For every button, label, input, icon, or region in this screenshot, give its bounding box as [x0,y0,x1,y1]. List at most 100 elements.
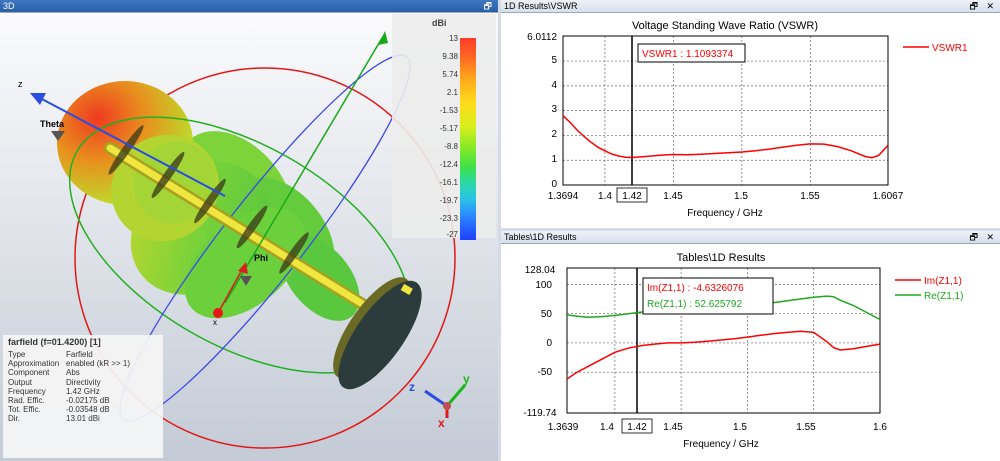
farfield-info-panel: farfield (f=01.4200) [1] Type Farfield Ap… [3,335,163,458]
theta-direction-arrowhead [378,31,388,45]
vswr-marker-label: 1.42 [622,191,642,202]
colorbar-tick: -23.3 [439,214,458,223]
antenna-model [104,125,422,390]
close-icon[interactable]: ✕ [986,1,997,11]
colorbar-gradient [460,38,476,240]
tables-x-tick: 1.55 [796,422,816,433]
pane-tables-titlebar[interactable]: Tables\1D Results 🗗 ✕ [501,231,1000,244]
info-row: Tot. Effic. -0.03548 dB [8,405,158,414]
colorbar-unit: dBi [432,18,447,28]
info-value: Abs [66,368,80,378]
info-row: Component Abs [8,368,158,377]
phi-axis-arrow [217,267,244,314]
z-axis-arrow [39,97,226,197]
colorbar-tick: -16.1 [439,178,458,187]
z-axis-label: z [18,79,23,89]
vswr-y-tick: 4 [551,80,557,91]
vswr-y-ticks: 6.0112 5 4 3 2 1 0 [527,32,557,190]
triad-z-label: z [409,380,415,394]
vswr-x-tick: 1.3694 [548,191,579,202]
pane-3d-titlebar[interactable]: 3D 🗗 [0,0,498,13]
vswr-marker-box[interactable] [616,187,648,203]
pane-tables[interactable]: Tables\1D Results 🗗 ✕ Tables\1D Results … [501,231,1000,461]
info-value: -0.02175 dB [66,395,110,405]
theta-marker-icon[interactable] [51,131,65,141]
pane-vswr-titlebar[interactable]: 1D Results\VSWR 🗗 ✕ [501,0,1000,13]
tables-y-tick: -119.74 [523,408,557,419]
info-key: Type [8,350,26,359]
info-value: 13.01 dBi [66,414,100,424]
info-key: Dir. [8,414,20,424]
axis-triad: y z x [409,372,470,430]
tables-plot-frame [566,267,881,414]
vswr-chart[interactable]: Voltage Standing Wave Ratio (VSWR) 6.011… [501,13,1000,228]
colorbar-tick: 9.38 [442,52,458,61]
colorbar-tick: -5.17 [439,124,458,133]
info-value: Directivity [66,377,101,387]
tables-annotation-box [642,277,774,315]
colorbar-tick: 5.74 [442,70,458,79]
pane-vswr[interactable]: 1D Results\VSWR 🗗 ✕ Voltage Standing Wav… [501,0,1000,228]
info-row: Frequency 1.42 GHz [8,387,158,396]
vswr-plot-frame [562,35,889,186]
info-value: -0.03548 dB [66,405,110,415]
info-key: Rad. Effic. [8,395,45,405]
info-row: Approximation enabled (kR >> 1) [8,359,158,368]
close-icon[interactable]: ✕ [986,232,997,242]
vswr-y-tick: 6.0112 [527,32,557,43]
restore-icon[interactable]: 🗗 [969,1,981,11]
maximize-icon[interactable]: 🗗 [483,1,495,11]
tables-legend-label-re: Re(Z1,1) [924,291,963,302]
tables-x-tick: 1.4 [600,422,614,433]
tables-marker-box[interactable] [621,418,653,434]
tables-legend-label-im: Im(Z1,1) [924,276,962,287]
phi-marker-icon[interactable] [240,276,252,286]
vswr-x-tick: 1.6067 [873,191,904,202]
im-z11-series-line [566,330,881,380]
vswr-annotation-box [637,43,746,63]
vswr-x-axis-label: Frequency / GHz [687,208,763,219]
origin-point [213,308,223,318]
vswr-y-tick: 3 [551,104,557,115]
info-row: Rad. Effic. -0.02175 dB [8,396,158,405]
tables-y-tick: 100 [535,280,552,291]
tables-x-tick: 1.3639 [548,422,579,433]
theta-circle-red [74,67,456,449]
info-key: Tot. Effic. [8,405,41,415]
vswr-x-tick: 1.5 [734,191,748,202]
vswr-y-tick: 0 [551,179,557,190]
origin-x-label: x [213,318,217,327]
info-value: enabled (kR >> 1) [66,359,131,369]
pane-3d-title: 3D [3,1,15,11]
restore-icon[interactable]: 🗗 [969,232,981,242]
tables-y-tick: 0 [546,338,552,349]
tables-y-tick: 50 [541,309,553,320]
tables-marker-label: 1.42 [627,422,647,433]
pane-3d[interactable]: 3D 🗗 [0,0,498,461]
info-value: 1.42 GHz [66,386,100,396]
impedance-chart[interactable]: Tables\1D Results 128.04 100 50 0 -50 -1… [501,244,1000,461]
tables-annotation-re: Re(Z1,1) : 52.625792 [647,299,742,310]
vswr-x-tick: 1.45 [663,191,683,202]
theta-label: Theta [40,119,65,129]
info-row: Type Farfield [8,350,158,359]
colorbar-legend[interactable]: dBi 13 9.38 5.74 2.1 -1.53 -5.17 -8.8 -1… [392,14,496,240]
tables-y-tick: 128.04 [525,265,556,276]
tables-y-tick: -50 [538,367,553,378]
vswr-y-tick: 1 [551,154,557,165]
tables-x-tick: 1.5 [733,422,747,433]
triad-y-label: y [463,372,470,386]
vswr-legend: VSWR1 [903,43,968,54]
vswr-y-tick: 5 [551,55,557,66]
triad-x-label: x [438,416,445,430]
info-key: Component [8,368,50,378]
tables-x-tick: 1.45 [663,422,683,433]
farfield-info-title: farfield (f=01.4200) [1] [8,337,101,347]
phi-axis-arrowhead [238,262,248,274]
tables-x-axis-label: Frequency / GHz [683,439,759,450]
info-row: Dir. 13.01 dBi [8,414,158,423]
info-row: Output Directivity [8,378,158,387]
phi-label: Phi [254,253,268,263]
vswr-chart-title: Voltage Standing Wave Ratio (VSWR) [632,20,818,32]
colorbar-tick: -8.8 [444,142,458,151]
